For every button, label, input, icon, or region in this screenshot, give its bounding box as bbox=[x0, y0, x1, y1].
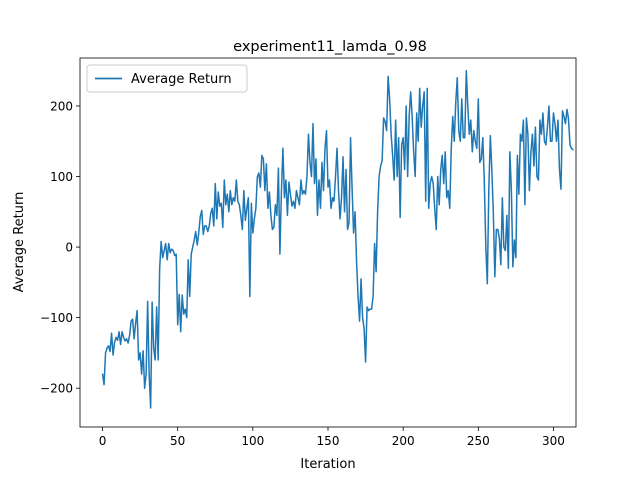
plot-area bbox=[101, 69, 574, 409]
x-tick-label: 50 bbox=[170, 434, 185, 448]
x-axis-ticks: 0 50 100 150 200 250 300 bbox=[99, 427, 565, 448]
y-tick-label: 200 bbox=[50, 99, 73, 113]
x-tick-label: 200 bbox=[392, 434, 415, 448]
y-tick-label: 0 bbox=[65, 241, 73, 255]
series-line-average-return bbox=[101, 69, 574, 409]
legend-entry-average-return: Average Return bbox=[131, 72, 232, 87]
x-tick-label: 250 bbox=[467, 434, 490, 448]
x-tick-label: 150 bbox=[317, 434, 340, 448]
legend-box bbox=[86, 64, 248, 93]
y-axis-label: Average Return bbox=[12, 192, 27, 293]
x-tick-label: 0 bbox=[99, 434, 107, 448]
y-axis-ticks: −200 −100 0 100 200 bbox=[40, 99, 80, 396]
x-tick-label: 300 bbox=[542, 434, 565, 448]
chart-title: experiment11_lamda_0.98 bbox=[233, 39, 427, 55]
axes-frame bbox=[79, 57, 577, 428]
y-tick-label: −100 bbox=[40, 311, 73, 325]
x-tick-label: 100 bbox=[241, 434, 264, 448]
x-axis-label: Iteration bbox=[300, 457, 355, 472]
y-tick-label: 100 bbox=[50, 170, 73, 184]
y-tick-label: −200 bbox=[40, 382, 73, 396]
legend: Average Return bbox=[86, 64, 248, 93]
